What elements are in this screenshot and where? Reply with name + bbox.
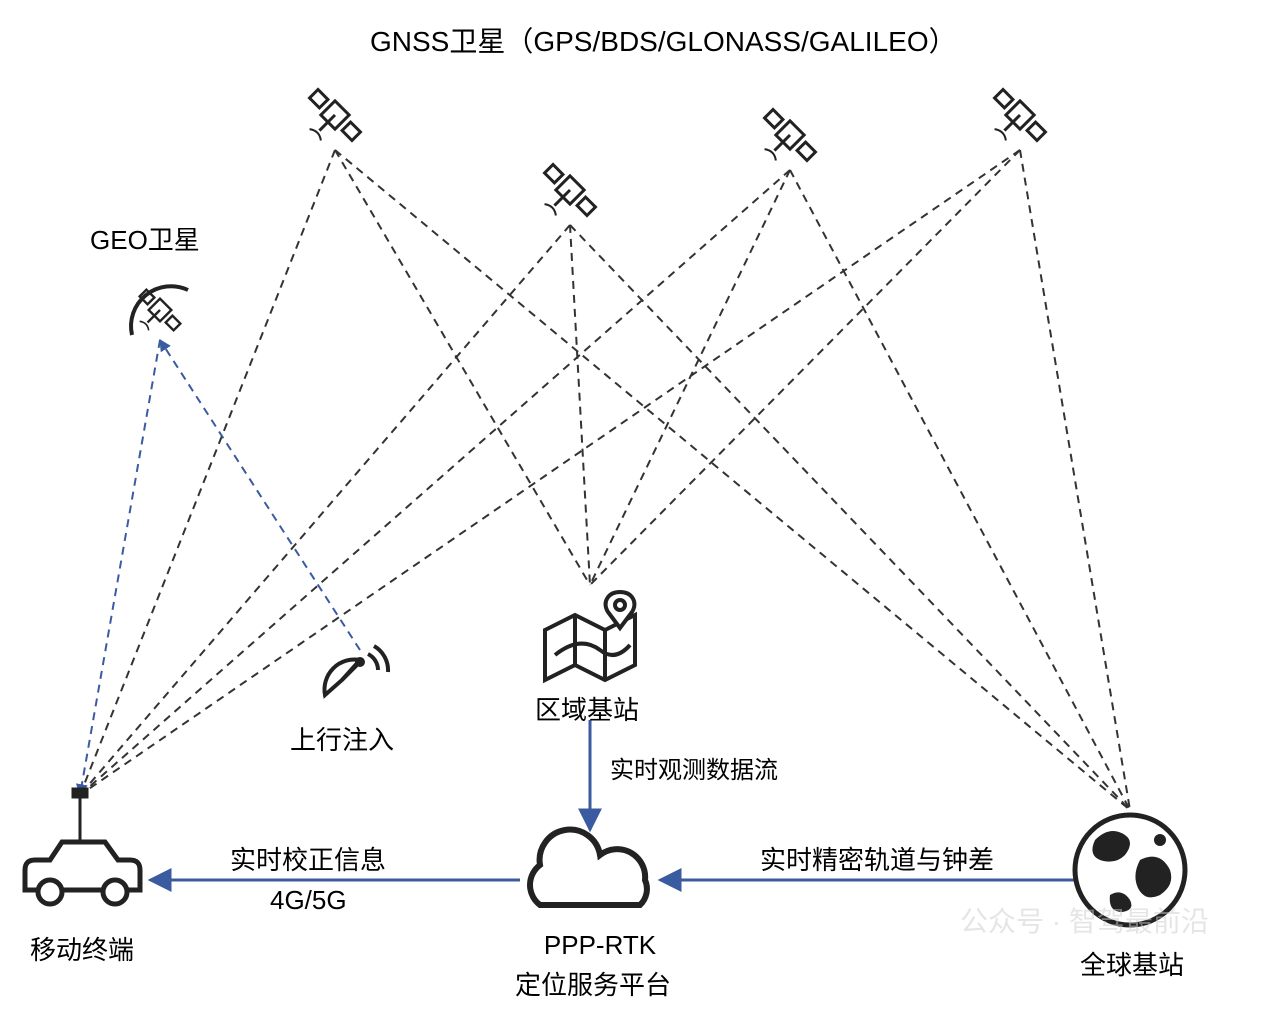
watermark-text: 公众号 · 智驾最前沿 bbox=[960, 900, 1209, 940]
satellite-icon bbox=[995, 90, 1046, 141]
dish-icon bbox=[324, 646, 388, 695]
map-pin-icon bbox=[545, 592, 635, 680]
orbit-clock-label: 实时精密轨道与钟差 bbox=[760, 840, 994, 877]
cloud-icon bbox=[530, 830, 647, 905]
regional-station-label: 区域基站 bbox=[535, 690, 639, 727]
mobile-terminal-label: 移动终端 bbox=[30, 930, 134, 967]
global-station-label: 全球基站 bbox=[1080, 945, 1184, 982]
satellite-icon bbox=[310, 90, 361, 141]
diagram-title: GNSS卫星（GPS/BDS/GLONASS/GALILEO） bbox=[370, 20, 957, 60]
data-stream-label: 实时观测数据流 bbox=[610, 750, 778, 785]
satellite-icon bbox=[545, 165, 596, 216]
network-label: 4G/5G bbox=[270, 885, 347, 916]
uplink-label: 上行注入 bbox=[290, 720, 394, 757]
diagram-canvas bbox=[0, 0, 1280, 1022]
platform-label-2: 定位服务平台 bbox=[515, 965, 671, 1002]
correction-label: 实时校正信息 bbox=[230, 840, 386, 877]
geo-satellite-label: GEO卫星 bbox=[90, 220, 200, 257]
satellite-icon bbox=[765, 110, 816, 161]
platform-label-1: PPP-RTK bbox=[540, 930, 660, 961]
car-icon bbox=[25, 790, 140, 904]
geo-satellite-icon bbox=[131, 286, 188, 335]
